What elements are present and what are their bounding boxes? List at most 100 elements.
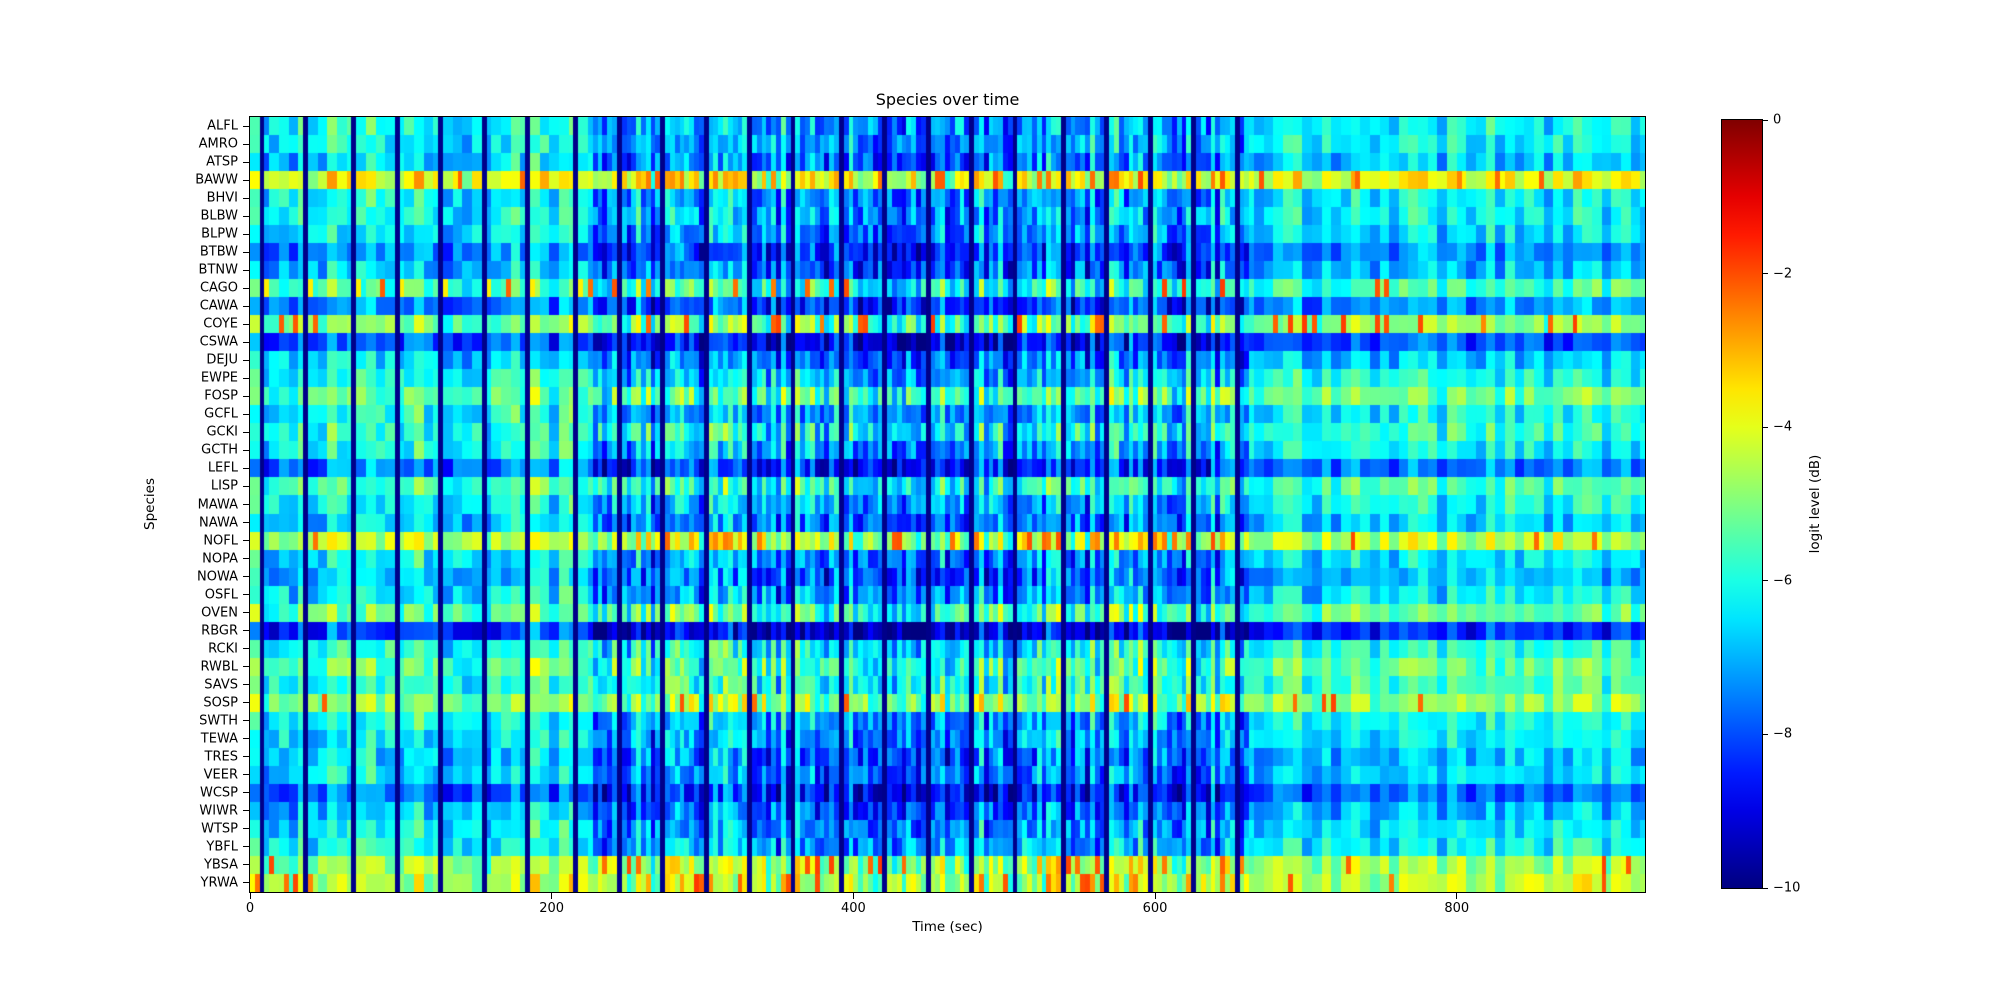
y-tick-mark [243, 143, 249, 145]
y-tick-mark [243, 864, 249, 866]
y-tick-label-deju: DEJU [206, 352, 238, 368]
y-tick-mark [243, 540, 249, 542]
colorbar-tick-mark [1762, 580, 1768, 582]
y-tick-label-nofl: NOFL [203, 533, 238, 549]
heatmap-canvas [250, 117, 1645, 892]
y-tick-label-gcfl: GCFL [204, 406, 238, 422]
y-tick-label-ybfl: YBFL [206, 839, 238, 855]
y-tick-label-tewa: TEWA [200, 731, 238, 747]
y-tick-label-rbgr: RBGR [201, 623, 238, 639]
y-tick-mark [243, 395, 249, 397]
y-tick-label-blbw: BLBW [200, 208, 238, 224]
colorbar-tick-mark [1762, 273, 1768, 275]
colorbar-tick-mark [1762, 426, 1768, 428]
y-tick-label-wtsp: WTSP [201, 821, 238, 837]
colorbar-label: logit level (dB) [1807, 454, 1823, 554]
y-tick-mark [243, 467, 249, 469]
colorbar-tick-label--6: −6 [1773, 573, 1793, 589]
y-axis-label: Species [142, 478, 158, 530]
y-tick-mark [243, 251, 249, 253]
x-tick-label-0: 0 [245, 901, 255, 916]
y-tick-label-sosp: SOSP [203, 695, 238, 711]
y-tick-label-yrwa: YRWA [200, 875, 238, 891]
x-tick-mark [551, 893, 553, 899]
x-tick-label-600: 600 [1142, 901, 1168, 916]
y-tick-label-blpw: BLPW [201, 226, 238, 242]
y-tick-mark [243, 522, 249, 524]
colorbar-tick-label-0: 0 [1773, 112, 1782, 128]
y-tick-mark [243, 576, 249, 578]
y-tick-mark [243, 684, 249, 686]
colorbar-tick-mark [1762, 733, 1768, 735]
colorbar-tick-label--10: −10 [1773, 880, 1801, 896]
y-tick-mark [243, 179, 249, 181]
colorbar-tick-label--4: −4 [1773, 419, 1793, 435]
colorbar-tick-mark [1762, 887, 1768, 889]
x-tick-mark [249, 893, 251, 899]
y-tick-mark [243, 125, 249, 127]
y-tick-label-cswa: CSWA [199, 334, 238, 350]
y-tick-label-rcki: RCKI [208, 641, 238, 657]
y-tick-mark [243, 810, 249, 812]
y-tick-label-lisp: LISP [210, 478, 238, 494]
x-tick-label-400: 400 [840, 901, 866, 916]
y-tick-label-fosp: FOSP [204, 388, 238, 404]
y-tick-label-wiwr: WIWR [199, 803, 238, 819]
x-tick-mark [1456, 893, 1458, 899]
y-tick-label-lefl: LEFL [207, 460, 238, 476]
colorbar-tick-label--2: −2 [1773, 266, 1793, 282]
y-tick-mark [243, 702, 249, 704]
colorbar-tick-mark [1762, 119, 1768, 121]
y-tick-label-mawa: MAWA [197, 497, 238, 512]
y-tick-label-tres: TRES [204, 749, 238, 765]
x-tick-label-200: 200 [539, 901, 565, 916]
y-tick-label-oven: OVEN [201, 605, 238, 621]
y-tick-mark [243, 828, 249, 830]
y-tick-label-coye: COYE [203, 316, 238, 332]
y-tick-mark [243, 413, 249, 415]
y-tick-mark [243, 341, 249, 343]
y-tick-label-cago: CAGO [199, 280, 238, 296]
y-tick-mark [243, 233, 249, 235]
y-tick-label-osfl: OSFL [204, 587, 238, 603]
y-tick-mark [243, 431, 249, 433]
y-tick-label-nowa: NOWA [197, 569, 238, 585]
y-tick-mark [243, 756, 249, 758]
x-tick-mark [1154, 893, 1156, 899]
y-tick-label-wcsp: WCSP [199, 785, 238, 801]
y-tick-mark [243, 666, 249, 668]
y-tick-label-ybsa: YBSA [203, 857, 238, 873]
y-tick-label-veer: VEER [203, 767, 238, 783]
x-tick-mark [852, 893, 854, 899]
y-tick-mark [243, 630, 249, 632]
y-tick-mark [243, 792, 249, 794]
y-tick-mark [243, 215, 249, 217]
y-tick-mark [243, 882, 249, 884]
y-tick-label-gcki: GCKI [206, 424, 238, 440]
y-tick-mark [243, 161, 249, 163]
y-tick-mark [243, 269, 249, 271]
y-tick-label-swth: SWTH [199, 713, 238, 729]
y-tick-label-alfl: ALFL [207, 118, 238, 134]
chart-title: Species over time [875, 90, 1020, 109]
y-tick-mark [243, 774, 249, 776]
y-tick-label-ewpe: EWPE [200, 370, 238, 386]
y-tick-mark [243, 738, 249, 740]
y-tick-mark [243, 485, 249, 487]
colorbar-tick-label--8: −8 [1773, 726, 1793, 742]
y-tick-mark [243, 197, 249, 199]
y-tick-mark [243, 359, 249, 361]
y-tick-mark [243, 305, 249, 307]
y-tick-label-gcth: GCTH [201, 442, 238, 458]
y-tick-mark [243, 287, 249, 289]
y-tick-mark [243, 846, 249, 848]
y-tick-mark [243, 612, 249, 614]
colorbar [1722, 120, 1762, 888]
y-tick-label-cawa: CAWA [199, 298, 238, 314]
y-tick-label-nawa: NAWA [199, 515, 238, 531]
y-tick-mark [243, 594, 249, 596]
y-tick-mark [243, 323, 249, 325]
y-tick-mark [243, 504, 249, 505]
y-tick-label-atsp: ATSP [206, 154, 238, 170]
